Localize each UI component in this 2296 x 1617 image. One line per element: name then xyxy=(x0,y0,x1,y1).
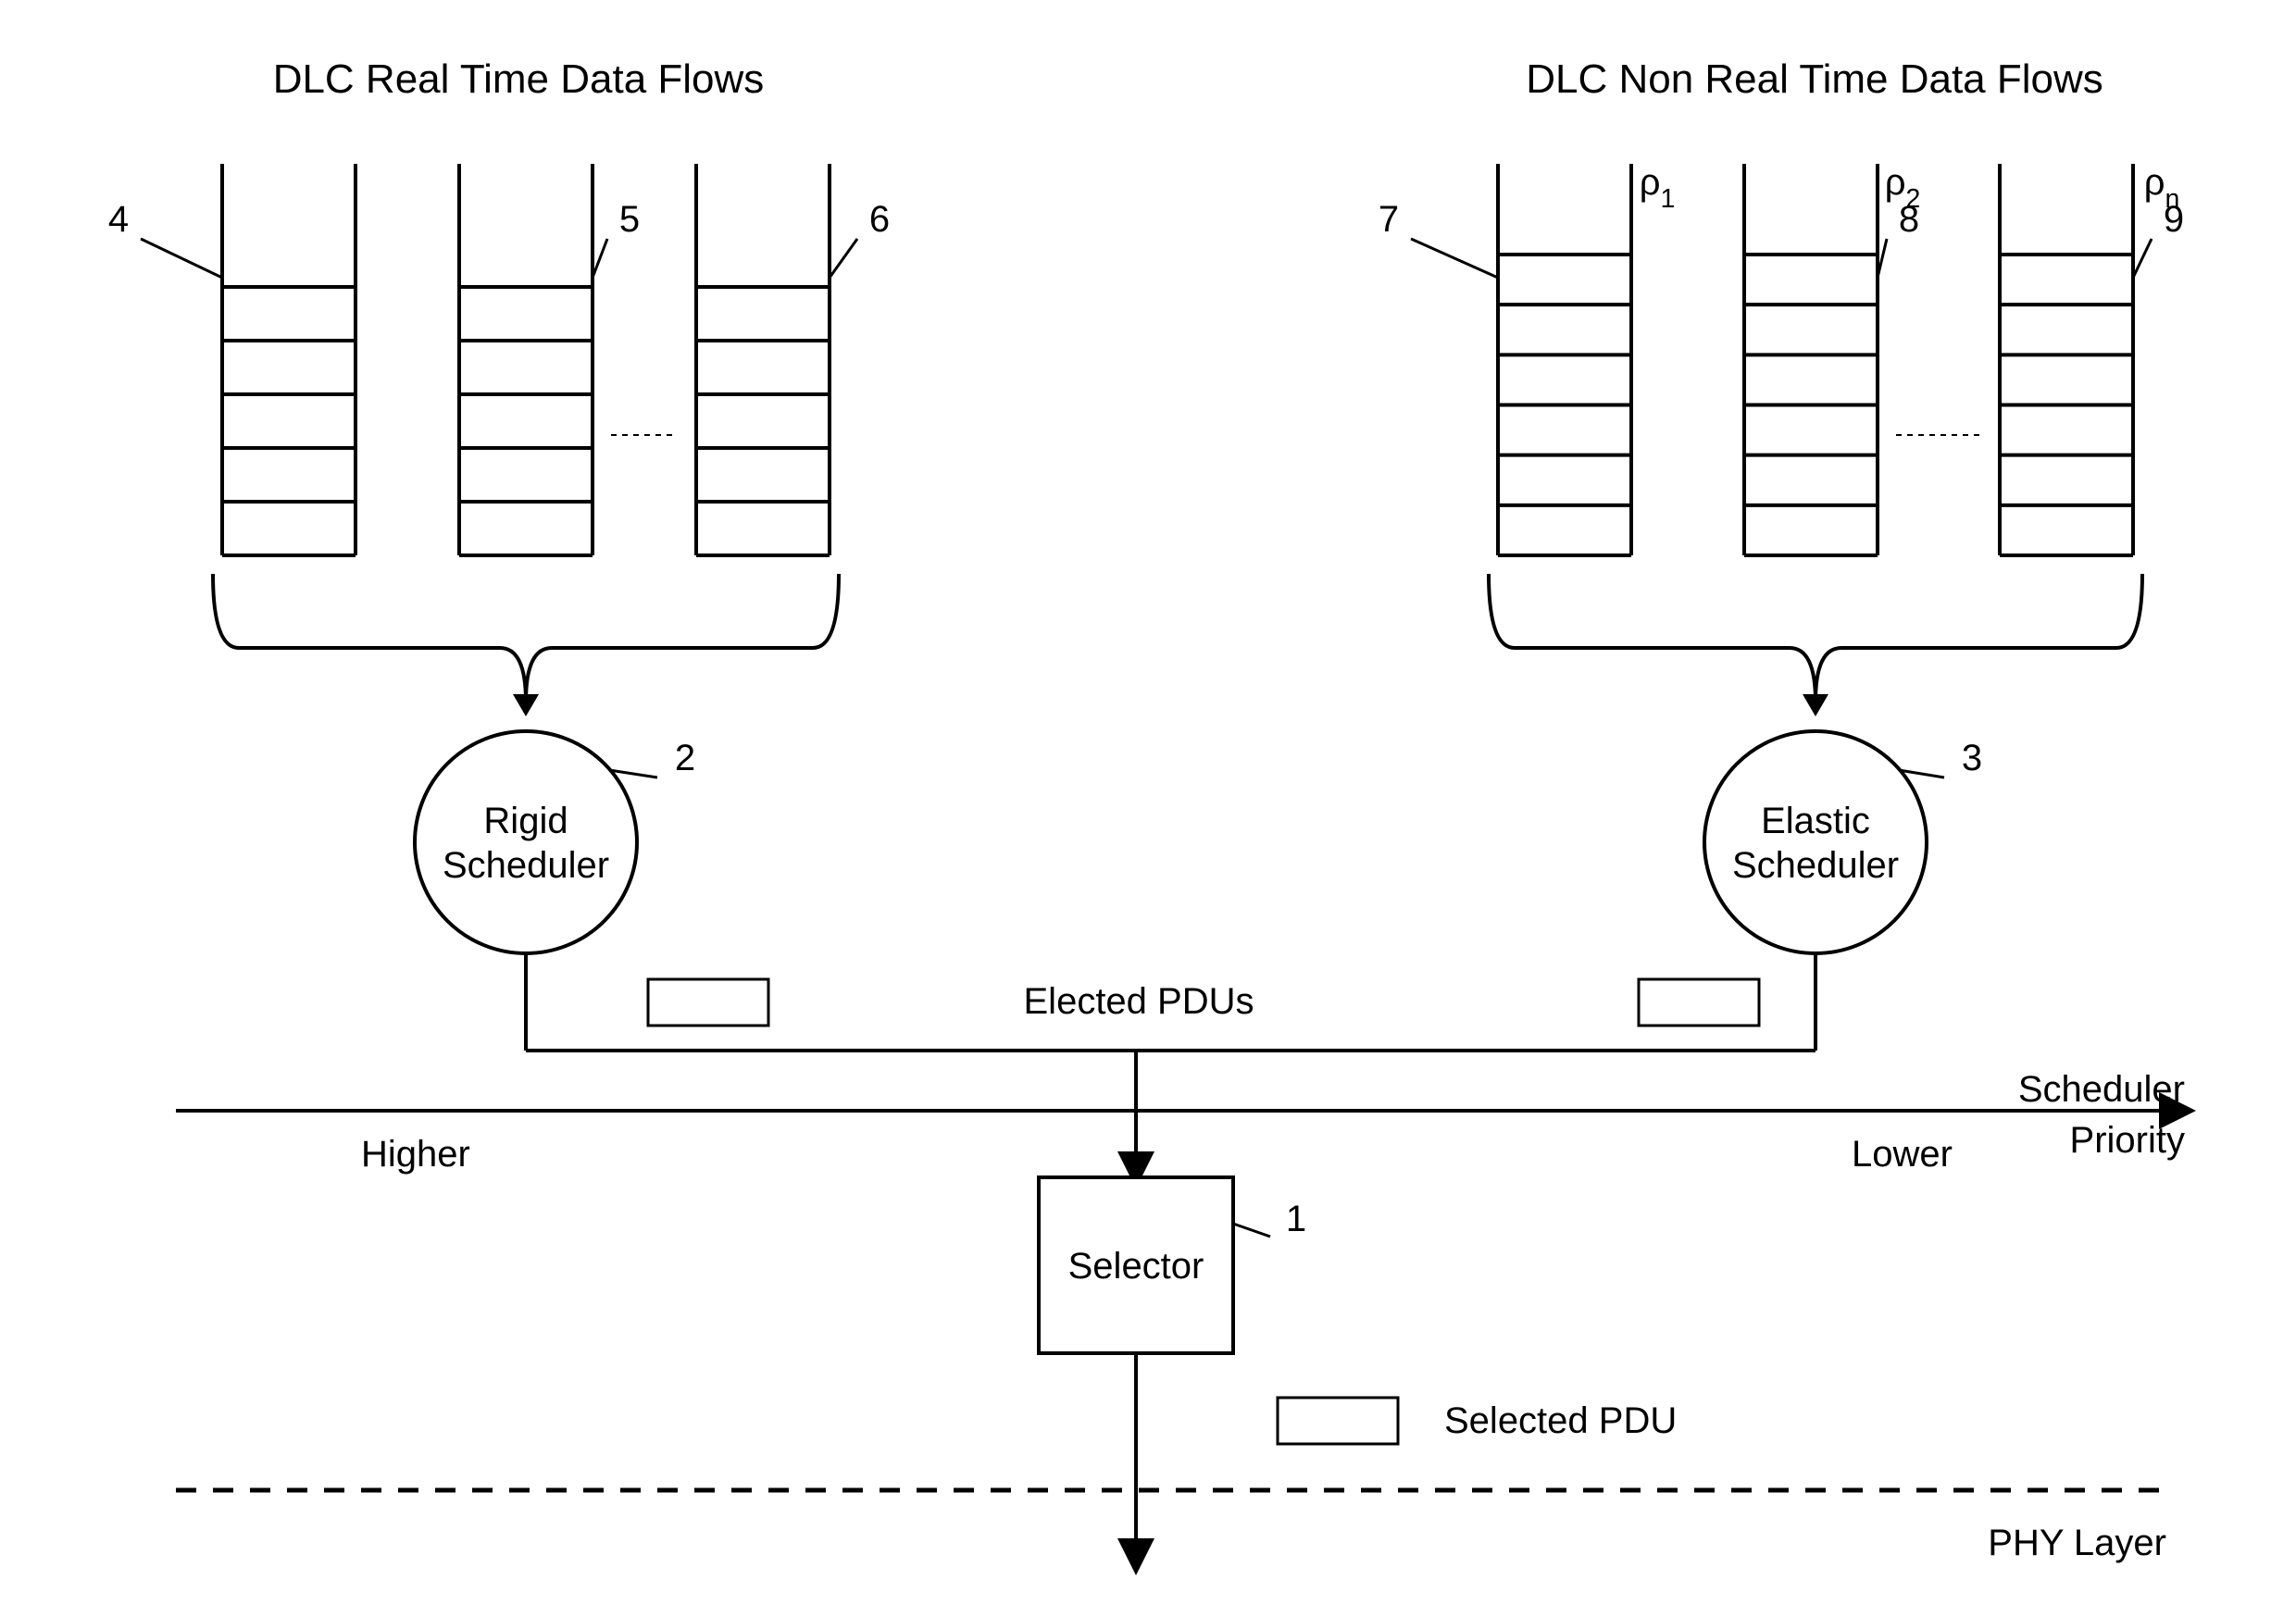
rigid-scheduler-ref: 2 xyxy=(675,738,695,778)
sched-priority-2: Priority xyxy=(2070,1120,2185,1161)
brace xyxy=(1489,574,2142,702)
sched-priority-1: Scheduler xyxy=(2018,1069,2185,1110)
selector-label: Selector xyxy=(1068,1246,1204,1287)
selector-ref: 1 xyxy=(1286,1199,1306,1239)
title-left: DLC Real Time Data Flows xyxy=(273,56,765,102)
rho-label: ρn xyxy=(2144,162,2180,214)
elastic-scheduler-label1: Elastic xyxy=(1761,801,1870,841)
queue-ref-7: 7 xyxy=(1379,199,1399,240)
elected-pdu-right xyxy=(1639,979,1759,1026)
scheduler-diagram: DLC Real Time Data Flows DLC Non Real Tim… xyxy=(0,0,2296,1612)
elastic-scheduler-ref: 3 xyxy=(1962,738,1982,778)
phy-layer-label: PHY Layer xyxy=(1988,1523,2166,1563)
rigid-scheduler-label2: Scheduler xyxy=(443,845,609,886)
queue-ref-4: 4 xyxy=(108,199,129,240)
title-right: DLC Non Real Time Data Flows xyxy=(1526,56,2103,102)
elastic-scheduler-label2: Scheduler xyxy=(1732,845,1899,886)
elastic-scheduler xyxy=(1704,731,1927,953)
lower-label: Lower xyxy=(1852,1134,1953,1175)
rho-label: ρ1 xyxy=(1640,162,1676,214)
rigid-scheduler-label1: Rigid xyxy=(483,801,568,841)
elected-pdus-label: Elected PDUs xyxy=(1024,981,1254,1022)
rigid-scheduler xyxy=(415,731,637,953)
brace xyxy=(213,574,839,702)
elected-pdu-left xyxy=(648,979,768,1026)
selected-pdu-box xyxy=(1278,1398,1398,1444)
queue-ref-5: 5 xyxy=(619,199,640,240)
selected-pdu-label: Selected PDU xyxy=(1444,1400,1677,1441)
queue-ref-6: 6 xyxy=(869,199,890,240)
higher-label: Higher xyxy=(361,1134,470,1175)
